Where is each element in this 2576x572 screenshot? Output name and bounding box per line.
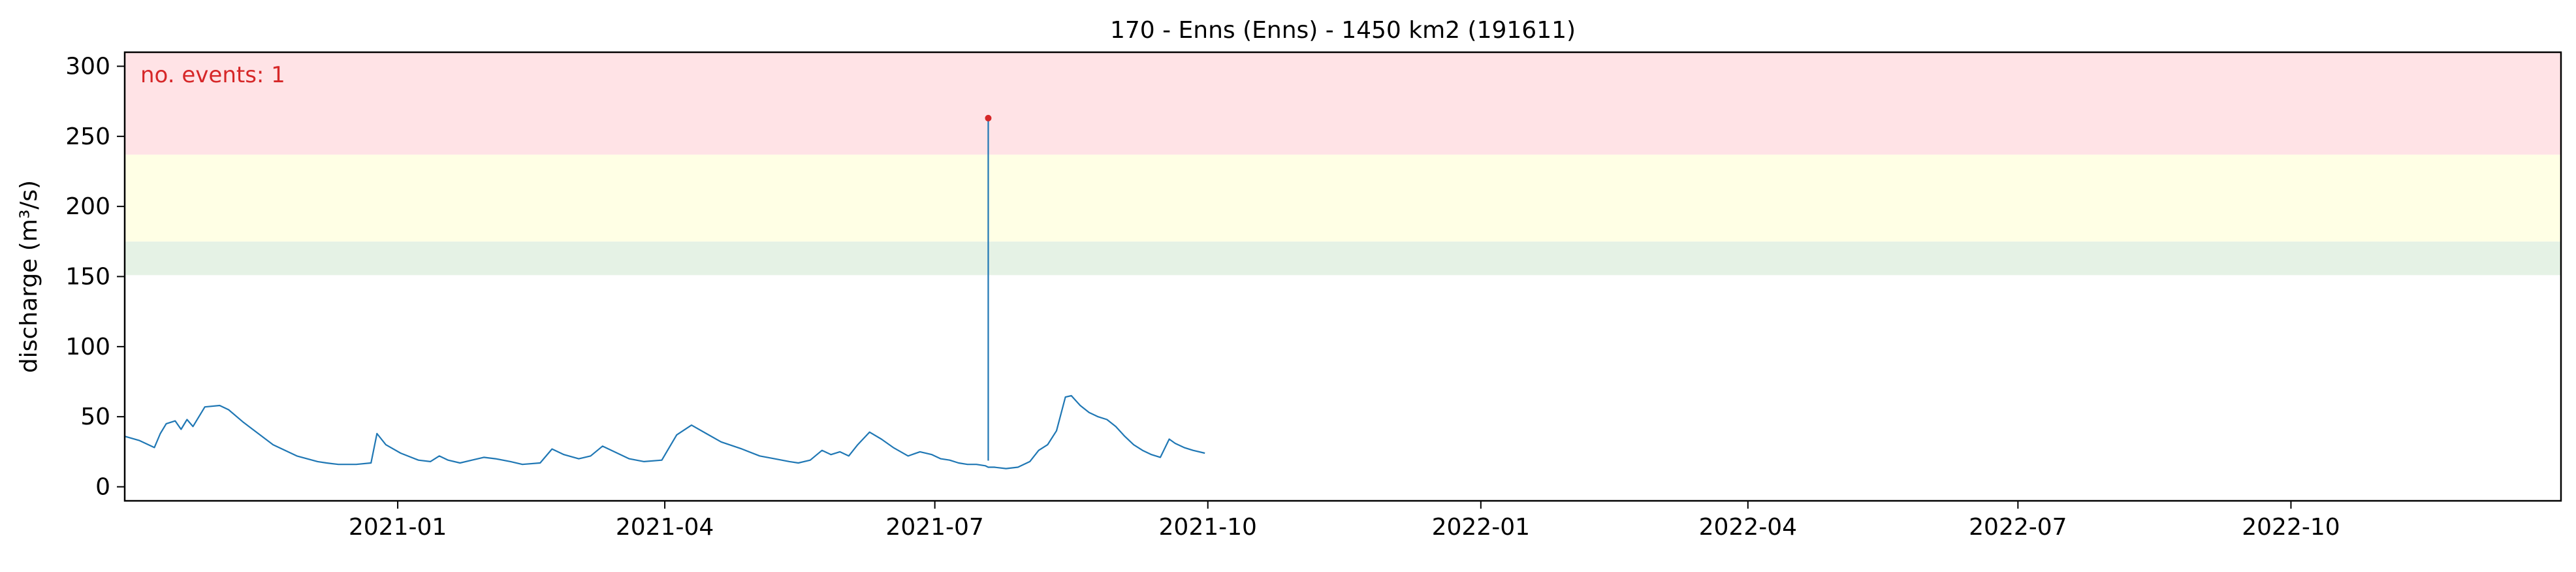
series-layer [124, 394, 1205, 469]
x-tick-label: 2021-01 [349, 514, 447, 541]
x-tick-label: 2021-07 [885, 514, 983, 541]
x-tick-label: 2022-01 [1432, 514, 1530, 541]
y-tick-label: 300 [65, 53, 110, 80]
x-tick-label: 2022-04 [1699, 514, 1797, 541]
y-tick-label: 0 [95, 474, 110, 501]
threshold-bands [125, 52, 2561, 276]
threshold-band-0 [125, 241, 2561, 276]
event-layer [985, 114, 992, 461]
y-axis: 0 50 100 150 200 250 300 [65, 53, 125, 501]
chart-title: 170 - Enns (Enns) - 1450 km2 (191611) [1110, 17, 1576, 44]
x-tick-label: 2021-04 [616, 514, 714, 541]
event-marker-0 [985, 114, 992, 121]
threshold-band-1 [125, 154, 2561, 242]
discharge-series-line-0 [124, 394, 1205, 469]
threshold-band-2 [125, 52, 2561, 155]
y-axis-label: discharge (m³/s) [16, 180, 42, 373]
y-tick-label: 100 [65, 334, 110, 360]
y-tick-label: 200 [65, 193, 110, 220]
y-tick-label: 150 [65, 264, 110, 291]
x-tick-label: 2022-07 [1969, 514, 2067, 541]
x-axis: 2021-01 2021-04 2021-07 2021-10 2022-01 2022-… [349, 501, 2340, 541]
y-tick-label: 250 [65, 123, 110, 150]
x-tick-label: 2022-10 [2242, 514, 2340, 541]
y-tick-label: 50 [80, 404, 110, 430]
events-count-annotation: no. events: 1 [140, 62, 285, 88]
x-tick-label: 2021-10 [1159, 514, 1257, 541]
